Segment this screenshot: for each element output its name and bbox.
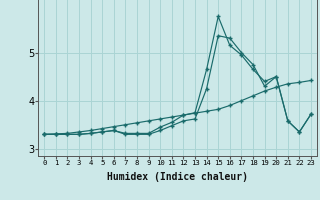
X-axis label: Humidex (Indice chaleur): Humidex (Indice chaleur) — [107, 172, 248, 182]
